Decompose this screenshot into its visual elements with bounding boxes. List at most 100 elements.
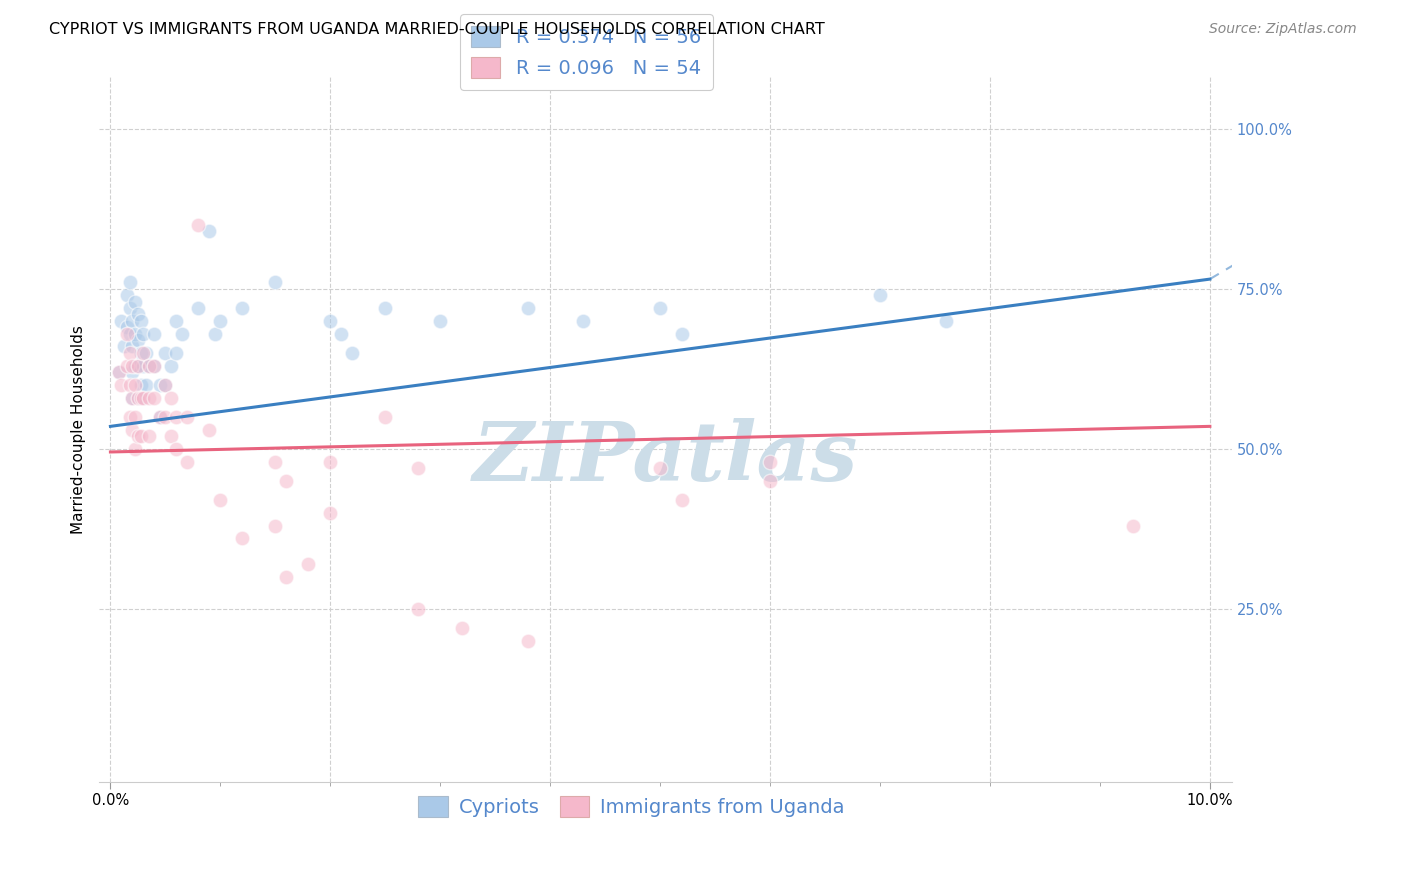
Point (176, 409, 198, 424)
Point (138, 359, 160, 373)
Point (319, 454, 342, 468)
Point (129, 345, 152, 359)
Point (115, 326, 138, 341)
Point (135, 345, 157, 359)
Point (120, 326, 142, 341)
Point (120, 377, 142, 392)
Point (187, 218, 209, 232)
Point (406, 461, 429, 475)
Point (759, 474, 782, 488)
Point (149, 377, 172, 392)
Point (935, 314, 957, 328)
Point (138, 429, 160, 443)
Point (110, 377, 132, 392)
Point (143, 326, 166, 341)
Point (165, 442, 187, 456)
Point (129, 377, 152, 392)
Point (264, 454, 287, 468)
Point (155, 345, 177, 359)
Point (120, 409, 142, 424)
Point (451, 621, 474, 635)
Point (374, 409, 396, 424)
Point (115, 359, 138, 373)
Point (121, 314, 143, 328)
Point (143, 359, 166, 373)
Point (112, 339, 135, 353)
Point (127, 391, 149, 405)
Point (231, 532, 253, 546)
Point (127, 429, 149, 443)
Legend: Cypriots, Immigrants from Uganda: Cypriots, Immigrants from Uganda (411, 788, 852, 825)
Point (165, 314, 187, 328)
Point (155, 377, 177, 392)
Point (869, 288, 891, 302)
Point (160, 429, 183, 443)
Point (160, 391, 183, 405)
Point (155, 409, 177, 424)
Point (132, 326, 155, 341)
Point (129, 314, 152, 328)
Point (671, 493, 693, 508)
Y-axis label: Married-couple Households: Married-couple Households (72, 325, 86, 534)
Point (127, 391, 149, 405)
Point (124, 359, 146, 373)
Point (132, 359, 155, 373)
Point (124, 377, 146, 392)
Point (1122, 518, 1144, 533)
Point (135, 377, 157, 392)
Point (121, 391, 143, 405)
Point (319, 506, 342, 520)
Point (115, 320, 138, 334)
Point (129, 429, 152, 443)
Point (143, 359, 166, 373)
Text: CYPRIOT VS IMMIGRANTS FROM UGANDA MARRIED-COUPLE HOUSEHOLDS CORRELATION CHART: CYPRIOT VS IMMIGRANTS FROM UGANDA MARRIE… (49, 22, 825, 37)
Point (650, 301, 672, 315)
Point (132, 391, 155, 405)
Point (276, 474, 298, 488)
Point (176, 454, 198, 468)
Point (671, 326, 693, 341)
Point (572, 314, 595, 328)
Point (209, 314, 232, 328)
Point (115, 288, 138, 302)
Point (330, 326, 353, 341)
Point (124, 442, 146, 456)
Point (121, 365, 143, 379)
Text: Source: ZipAtlas.com: Source: ZipAtlas.com (1209, 22, 1357, 37)
Point (650, 461, 672, 475)
Point (319, 314, 342, 328)
Point (517, 301, 540, 315)
Point (132, 345, 155, 359)
Point (110, 314, 132, 328)
Point (187, 301, 209, 315)
Point (759, 454, 782, 468)
Point (138, 391, 160, 405)
Point (264, 275, 287, 289)
Point (165, 409, 187, 424)
Point (121, 423, 143, 437)
Point (124, 294, 146, 309)
Point (121, 339, 143, 353)
Point (132, 391, 155, 405)
Point (155, 377, 177, 392)
Point (517, 633, 540, 648)
Point (120, 275, 142, 289)
Point (143, 391, 166, 405)
Point (198, 224, 221, 238)
Point (149, 409, 172, 424)
Point (165, 345, 187, 359)
Point (374, 301, 396, 315)
Point (429, 314, 451, 328)
Point (209, 493, 232, 508)
Point (124, 409, 146, 424)
Point (127, 359, 149, 373)
Point (108, 365, 131, 379)
Point (121, 391, 143, 405)
Point (127, 307, 149, 321)
Point (108, 365, 131, 379)
Point (127, 333, 149, 347)
Point (297, 557, 319, 571)
Point (120, 301, 142, 315)
Point (264, 518, 287, 533)
Text: ZIPatlas: ZIPatlas (472, 417, 859, 498)
